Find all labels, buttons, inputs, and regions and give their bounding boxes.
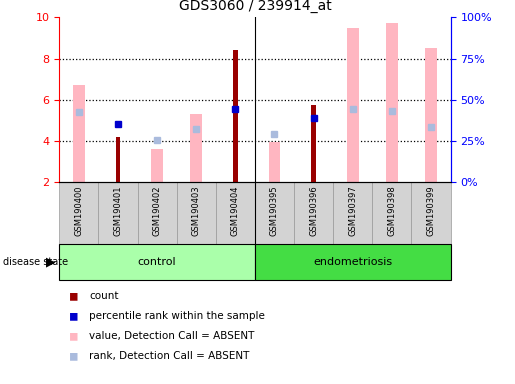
Bar [191,114,202,182]
Bar [294,182,333,244]
Bar [151,149,163,182]
Text: GSM190403: GSM190403 [192,185,201,236]
Text: GSM190401: GSM190401 [113,185,123,236]
Bar [73,85,84,182]
Text: ▶: ▶ [46,256,56,269]
Bar [347,28,358,182]
Text: rank, Detection Call = ABSENT: rank, Detection Call = ABSENT [89,351,249,361]
Text: value, Detection Call = ABSENT: value, Detection Call = ABSENT [89,331,254,341]
Bar [59,244,255,280]
Text: count: count [89,291,118,301]
Text: ■: ■ [70,309,77,322]
Bar [372,182,411,244]
Bar [233,50,238,182]
Bar [216,182,255,244]
Text: endometriosis: endometriosis [313,257,392,267]
Text: GSM190399: GSM190399 [426,185,436,236]
Bar [425,48,437,182]
Bar [333,182,372,244]
Bar [98,182,138,244]
Text: ■: ■ [70,289,77,302]
Text: GSM190400: GSM190400 [74,185,83,236]
Bar [177,182,216,244]
Bar [138,182,177,244]
Bar [115,137,121,182]
Bar [59,182,98,244]
Text: ■: ■ [70,329,77,342]
Text: disease state: disease state [3,257,67,267]
Text: GSM190396: GSM190396 [309,185,318,236]
Text: GSM190402: GSM190402 [152,185,162,236]
Bar [311,105,316,182]
Text: GSM190395: GSM190395 [270,185,279,236]
Bar [255,182,294,244]
Text: control: control [138,257,176,267]
Text: ■: ■ [70,349,77,362]
Bar [269,142,280,182]
Title: GDS3060 / 239914_at: GDS3060 / 239914_at [179,0,331,13]
Bar [386,23,398,182]
Bar [255,244,451,280]
Bar [411,182,451,244]
Text: percentile rank within the sample: percentile rank within the sample [89,311,265,321]
Text: GSM190398: GSM190398 [387,185,397,236]
Text: GSM190397: GSM190397 [348,185,357,236]
Text: GSM190404: GSM190404 [231,185,240,236]
